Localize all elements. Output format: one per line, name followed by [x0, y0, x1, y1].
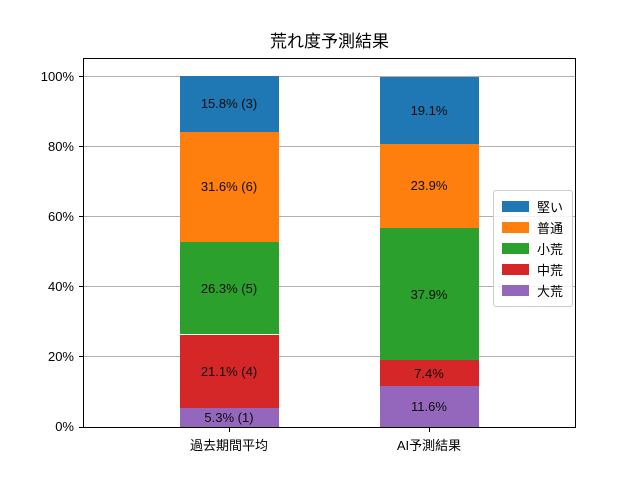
gridline: [84, 356, 575, 358]
bar-segment-堅い: 19.1%: [379, 76, 479, 144]
bar-segment-大荒: 5.3% (1): [179, 408, 279, 427]
bar-segment-label: 7.4%: [414, 365, 444, 381]
y-tick-mark: [79, 76, 83, 78]
chart-title: 荒れ度予測結果: [270, 32, 389, 51]
y-tick-label: 80%: [47, 138, 74, 154]
y-tick-label: 40%: [47, 278, 74, 294]
x-tick-mark: [228, 428, 230, 432]
bar-segment-普通: 31.6% (6): [179, 131, 279, 243]
y-tick-label: 60%: [47, 208, 74, 224]
bar-segment-label: 31.6% (6): [200, 179, 258, 195]
bar-segment-label: 26.3% (5): [200, 280, 258, 296]
legend-item-中荒: 中荒: [502, 259, 563, 280]
bar-segment-label: 15.8% (3): [200, 96, 258, 112]
legend-swatch: [502, 201, 529, 212]
bar-segment-label: 5.3% (1): [204, 410, 254, 426]
bar-segment-中荒: 7.4%: [379, 360, 479, 387]
legend-swatch: [502, 285, 529, 296]
y-tick-mark: [79, 426, 83, 428]
legend-swatch: [502, 264, 529, 275]
legend-item-普通: 普通: [502, 217, 563, 238]
y-tick-label: 100%: [40, 68, 74, 84]
legend-label: 中荒: [537, 263, 564, 278]
legend: 堅い普通小荒中荒大荒: [493, 190, 574, 307]
gridline: [84, 76, 575, 78]
legend-swatch: [502, 243, 529, 254]
bar-segment-label: 37.9%: [410, 286, 448, 302]
gridline: [84, 146, 575, 148]
legend-swatch: [502, 222, 529, 233]
legend-label: 小荒: [537, 242, 564, 257]
legend-item-小荒: 小荒: [502, 238, 563, 259]
y-tick-label: 0%: [55, 419, 74, 434]
bar-segment-label: 19.1%: [410, 102, 448, 118]
bar-segment-label: 23.9%: [410, 178, 448, 194]
bar-segment-普通: 23.9%: [379, 143, 479, 228]
y-tick-mark: [79, 146, 83, 148]
bar-segment-堅い: 15.8% (3): [179, 76, 279, 132]
x-tick-label: AI予測結果: [396, 438, 462, 453]
legend-item-大荒: 大荒: [502, 280, 563, 301]
y-tick-mark: [79, 356, 83, 358]
legend-label: 普通: [537, 221, 564, 236]
x-tick-mark: [428, 428, 430, 432]
gridline: [84, 286, 575, 288]
gridline: [84, 216, 575, 218]
bar-segment-大荒: 11.6%: [379, 386, 479, 427]
legend-label: 堅い: [537, 200, 564, 215]
y-tick-label: 20%: [47, 348, 74, 364]
legend-item-堅い: 堅い: [502, 196, 563, 217]
plot-area: 荒れ度予測結果 堅い普通小荒中荒大荒 0% 20% 40% 60% 80% 100% 5.3…: [41, 32, 576, 453]
y-tick-mark: [79, 286, 83, 288]
x-tick-label: 過去期間平均: [189, 438, 268, 453]
bar-segment-中荒: 21.1% (4): [179, 334, 279, 409]
bar-segment-label: 21.1% (4): [200, 363, 258, 379]
bar-segment-小荒: 37.9%: [379, 227, 479, 361]
bar-segment-label: 11.6%: [411, 399, 447, 415]
legend-label: 大荒: [537, 284, 564, 299]
y-tick-mark: [79, 216, 83, 218]
bar-segment-小荒: 26.3% (5): [179, 242, 279, 335]
